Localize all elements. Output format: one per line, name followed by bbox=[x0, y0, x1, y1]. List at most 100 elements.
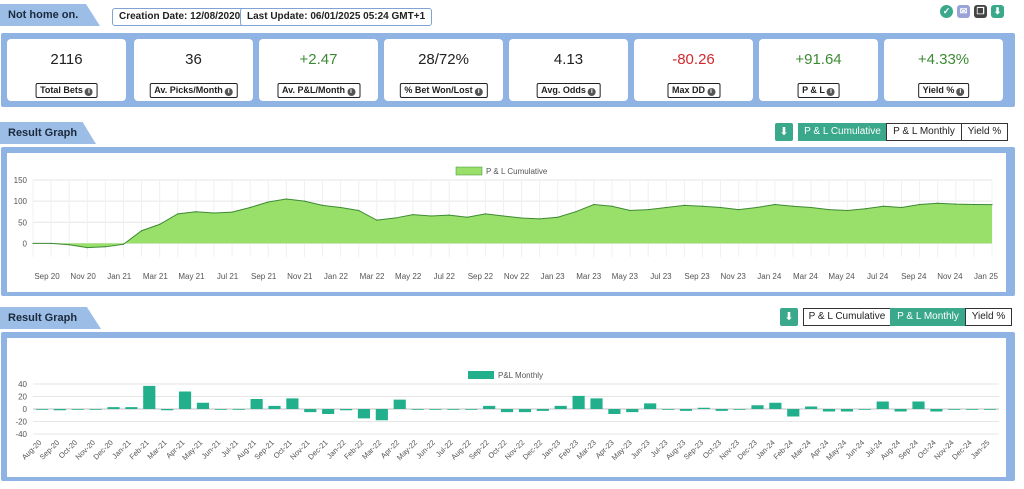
stat-label-text: Avg. Odds bbox=[541, 85, 586, 95]
data-point bbox=[430, 215, 432, 217]
bar bbox=[948, 409, 961, 410]
data-point bbox=[557, 216, 559, 218]
chart-area-2: -40 -20 0 20 40 Aug-20 Sep-20 Oct-20 Nov-20 Dec-2… bbox=[7, 338, 1006, 477]
x-tick-label: Jun-21 bbox=[200, 438, 223, 461]
toggle-pl-cumulative-1[interactable]: P & L Cumulative bbox=[798, 123, 887, 141]
toggle-pl-monthly-2[interactable]: P & L Monthly bbox=[890, 308, 966, 326]
bar bbox=[429, 409, 442, 410]
data-point bbox=[195, 211, 197, 213]
bar bbox=[822, 409, 836, 412]
info-icon[interactable]: i bbox=[84, 88, 93, 96]
data-point bbox=[792, 205, 794, 207]
info-icon[interactable]: i bbox=[474, 88, 483, 96]
x-tick-label: Dec-21 bbox=[306, 438, 329, 461]
data-point bbox=[738, 209, 740, 211]
x-tick-label: Mar-24 bbox=[789, 438, 812, 461]
bar bbox=[357, 409, 371, 419]
data-point bbox=[321, 204, 324, 206]
stat-value: 2116 bbox=[50, 51, 83, 68]
info-icon[interactable]: i bbox=[707, 88, 716, 96]
x-tick-label: Sep-22 bbox=[467, 438, 490, 461]
result-graph-tab-2: Result Graph bbox=[0, 307, 101, 329]
bar bbox=[733, 409, 746, 410]
bar bbox=[858, 409, 871, 410]
info-icon[interactable]: i bbox=[347, 88, 355, 96]
bar bbox=[143, 385, 156, 409]
x-tick-label: Sep-20 bbox=[38, 438, 61, 461]
stat-label[interactable]: % Bet Won/Lost i bbox=[399, 83, 488, 98]
bar bbox=[483, 405, 496, 409]
bar bbox=[894, 409, 907, 412]
stat-label[interactable]: Max DD i bbox=[666, 83, 721, 98]
bar bbox=[465, 409, 478, 410]
legend-swatch bbox=[468, 371, 494, 379]
x-tick-label: Nov 21 bbox=[287, 272, 313, 281]
info-icon[interactable]: i bbox=[956, 88, 965, 96]
x-tick-label: Mar 22 bbox=[360, 272, 385, 281]
download-chart-button-2[interactable]: ⬇ bbox=[780, 308, 798, 326]
check-icon[interactable]: ✓ bbox=[940, 5, 953, 18]
stat-value: 4.13 bbox=[553, 51, 584, 68]
y-tick-label: 100 bbox=[14, 197, 28, 206]
stat-card: 28/72% % Bet Won/Lost i bbox=[384, 39, 503, 101]
bar bbox=[572, 395, 585, 409]
stat-label[interactable]: Total Bets i bbox=[35, 83, 98, 98]
toggle-pl-monthly-1[interactable]: P & L Monthly bbox=[886, 123, 962, 141]
x-tick-label: Nov 24 bbox=[937, 272, 963, 281]
chart-area-1: 0 50 100 150 Sep 20 Nov 20 Jan 21 Mar 21 May 21 J… bbox=[7, 153, 1006, 292]
info-icon[interactable]: i bbox=[826, 88, 835, 96]
pl-monthly-chart: -40-2002040Aug-20Sep-20Oct-20Nov-20Dec-2… bbox=[15, 371, 999, 462]
toggle-yield-1[interactable]: Yield % bbox=[961, 123, 1008, 141]
data-point bbox=[520, 217, 523, 219]
data-point bbox=[394, 217, 396, 219]
result-graph-label-2: Result Graph bbox=[8, 312, 78, 324]
bar bbox=[500, 409, 514, 413]
info-icon[interactable]: i bbox=[587, 88, 596, 96]
bar bbox=[697, 407, 710, 409]
stat-value: -80.26 bbox=[672, 51, 715, 68]
data-point bbox=[502, 215, 505, 217]
stat-label[interactable]: Avg. Odds i bbox=[536, 83, 601, 98]
download-icon[interactable]: ⬇ bbox=[991, 5, 1004, 18]
toggle-yield-2[interactable]: Yield % bbox=[965, 308, 1012, 326]
x-tick-label: Jan 23 bbox=[541, 272, 566, 281]
bar bbox=[232, 409, 245, 410]
creation-date-label: Creation Date: bbox=[119, 11, 188, 22]
account-name: Not home on. bbox=[8, 9, 79, 21]
x-tick-label: Sep-24 bbox=[896, 438, 919, 461]
mail-icon[interactable]: ✉ bbox=[957, 5, 970, 18]
bar bbox=[536, 409, 549, 411]
stat-label[interactable]: Yield % i bbox=[917, 83, 970, 98]
data-point bbox=[159, 223, 161, 225]
x-tick-label: Mar 24 bbox=[793, 272, 818, 281]
copy-icon[interactable]: ❐ bbox=[974, 5, 987, 18]
last-update-value: 06/01/2025 05:24 GMT+1 bbox=[310, 11, 426, 22]
bar bbox=[447, 409, 460, 410]
legend-label: P & L Cumulative bbox=[486, 167, 548, 176]
data-point bbox=[719, 206, 722, 209]
data-point bbox=[213, 212, 215, 214]
x-tick-label: May 22 bbox=[395, 272, 422, 281]
bar bbox=[411, 409, 424, 410]
bar bbox=[178, 391, 192, 409]
stat-label-text: Yield % bbox=[922, 85, 955, 95]
series-line bbox=[33, 198, 993, 249]
info-icon[interactable]: i bbox=[224, 88, 233, 96]
bar bbox=[966, 409, 979, 410]
download-chart-button-1[interactable]: ⬇ bbox=[775, 123, 793, 141]
data-point bbox=[973, 203, 975, 206]
bar bbox=[805, 406, 818, 409]
x-tick-label: Sep 20 bbox=[34, 272, 60, 281]
stat-label[interactable]: Av. P&L/Month i bbox=[277, 83, 360, 98]
stat-label[interactable]: Av. Picks/Month i bbox=[149, 83, 238, 98]
y-tick-label: 0 bbox=[23, 239, 28, 248]
stat-value: 28/72% bbox=[418, 51, 469, 68]
data-point bbox=[50, 242, 52, 245]
x-tick-label: Sep 23 bbox=[684, 272, 710, 281]
toggle-pl-cumulative-2[interactable]: P & L Cumulative bbox=[803, 308, 891, 326]
data-point bbox=[991, 204, 993, 206]
x-tick-label: Sep 24 bbox=[901, 272, 927, 281]
pl-cumulative-chart: 0 50 100 150 Sep 20 Nov 20 Jan 21 Mar 21 May 21 J… bbox=[14, 166, 999, 281]
chart-frame-1: 0 50 100 150 Sep 20 Nov 20 Jan 21 Mar 21 May 21 J… bbox=[1, 147, 1015, 296]
